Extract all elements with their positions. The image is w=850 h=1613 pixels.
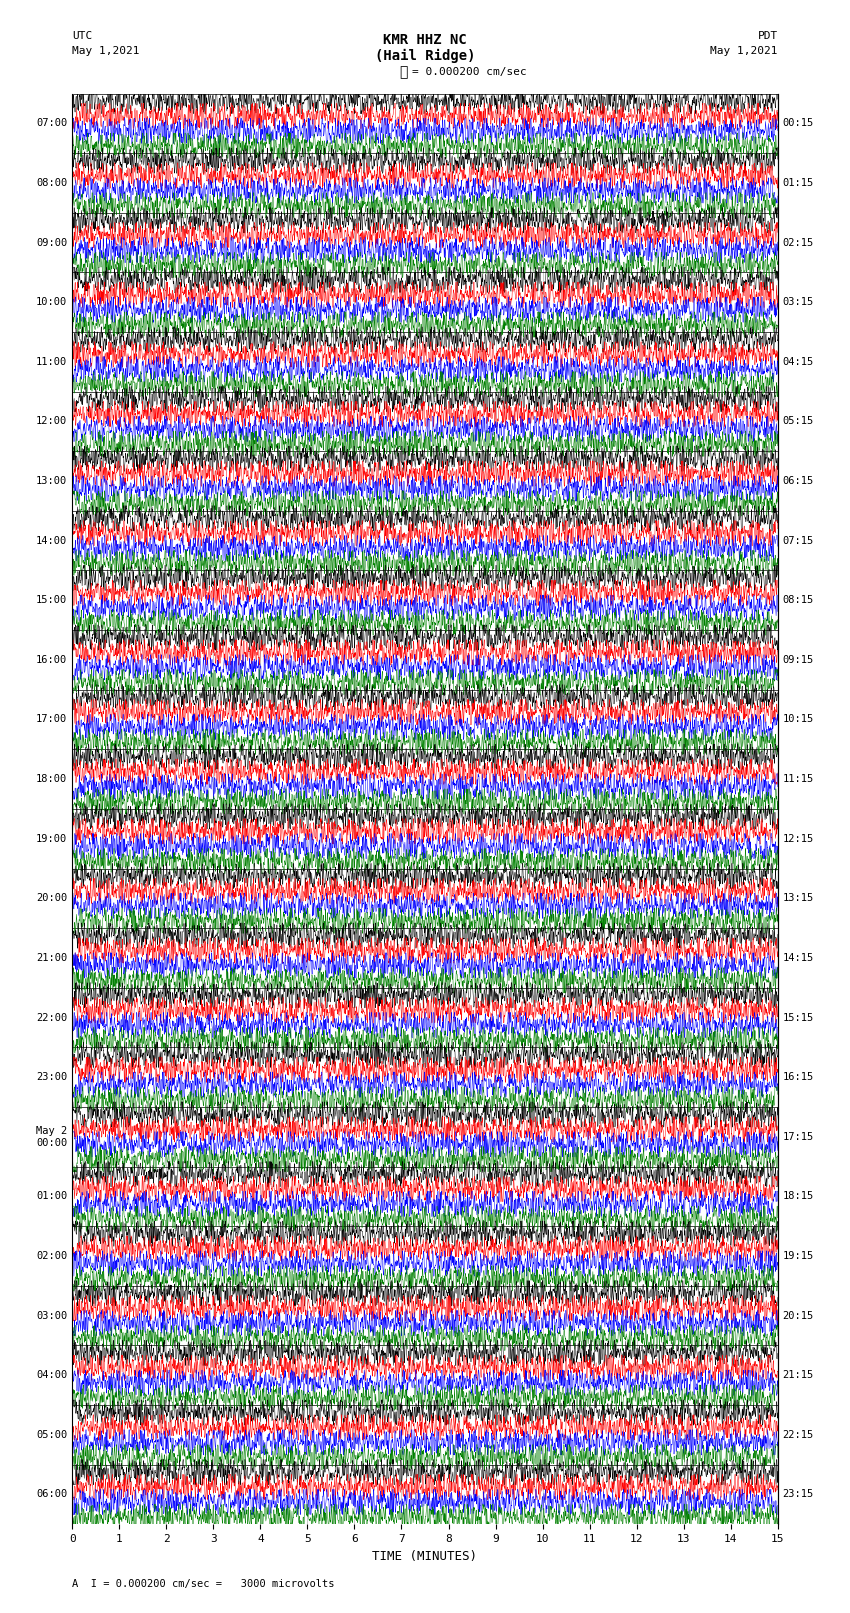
Text: KMR HHZ NC: KMR HHZ NC	[383, 32, 467, 47]
Text: May 1,2021: May 1,2021	[72, 45, 139, 56]
Text: PDT: PDT	[757, 31, 778, 40]
Text: May 1,2021: May 1,2021	[711, 45, 778, 56]
X-axis label: TIME (MINUTES): TIME (MINUTES)	[372, 1550, 478, 1563]
Text: A  I = 0.000200 cm/sec =   3000 microvolts: A I = 0.000200 cm/sec = 3000 microvolts	[72, 1579, 335, 1589]
Text: (Hail Ridge): (Hail Ridge)	[375, 48, 475, 63]
Text: ⎳: ⎳	[400, 65, 408, 79]
Text: = 0.000200 cm/sec: = 0.000200 cm/sec	[412, 66, 527, 77]
Text: UTC: UTC	[72, 31, 93, 40]
